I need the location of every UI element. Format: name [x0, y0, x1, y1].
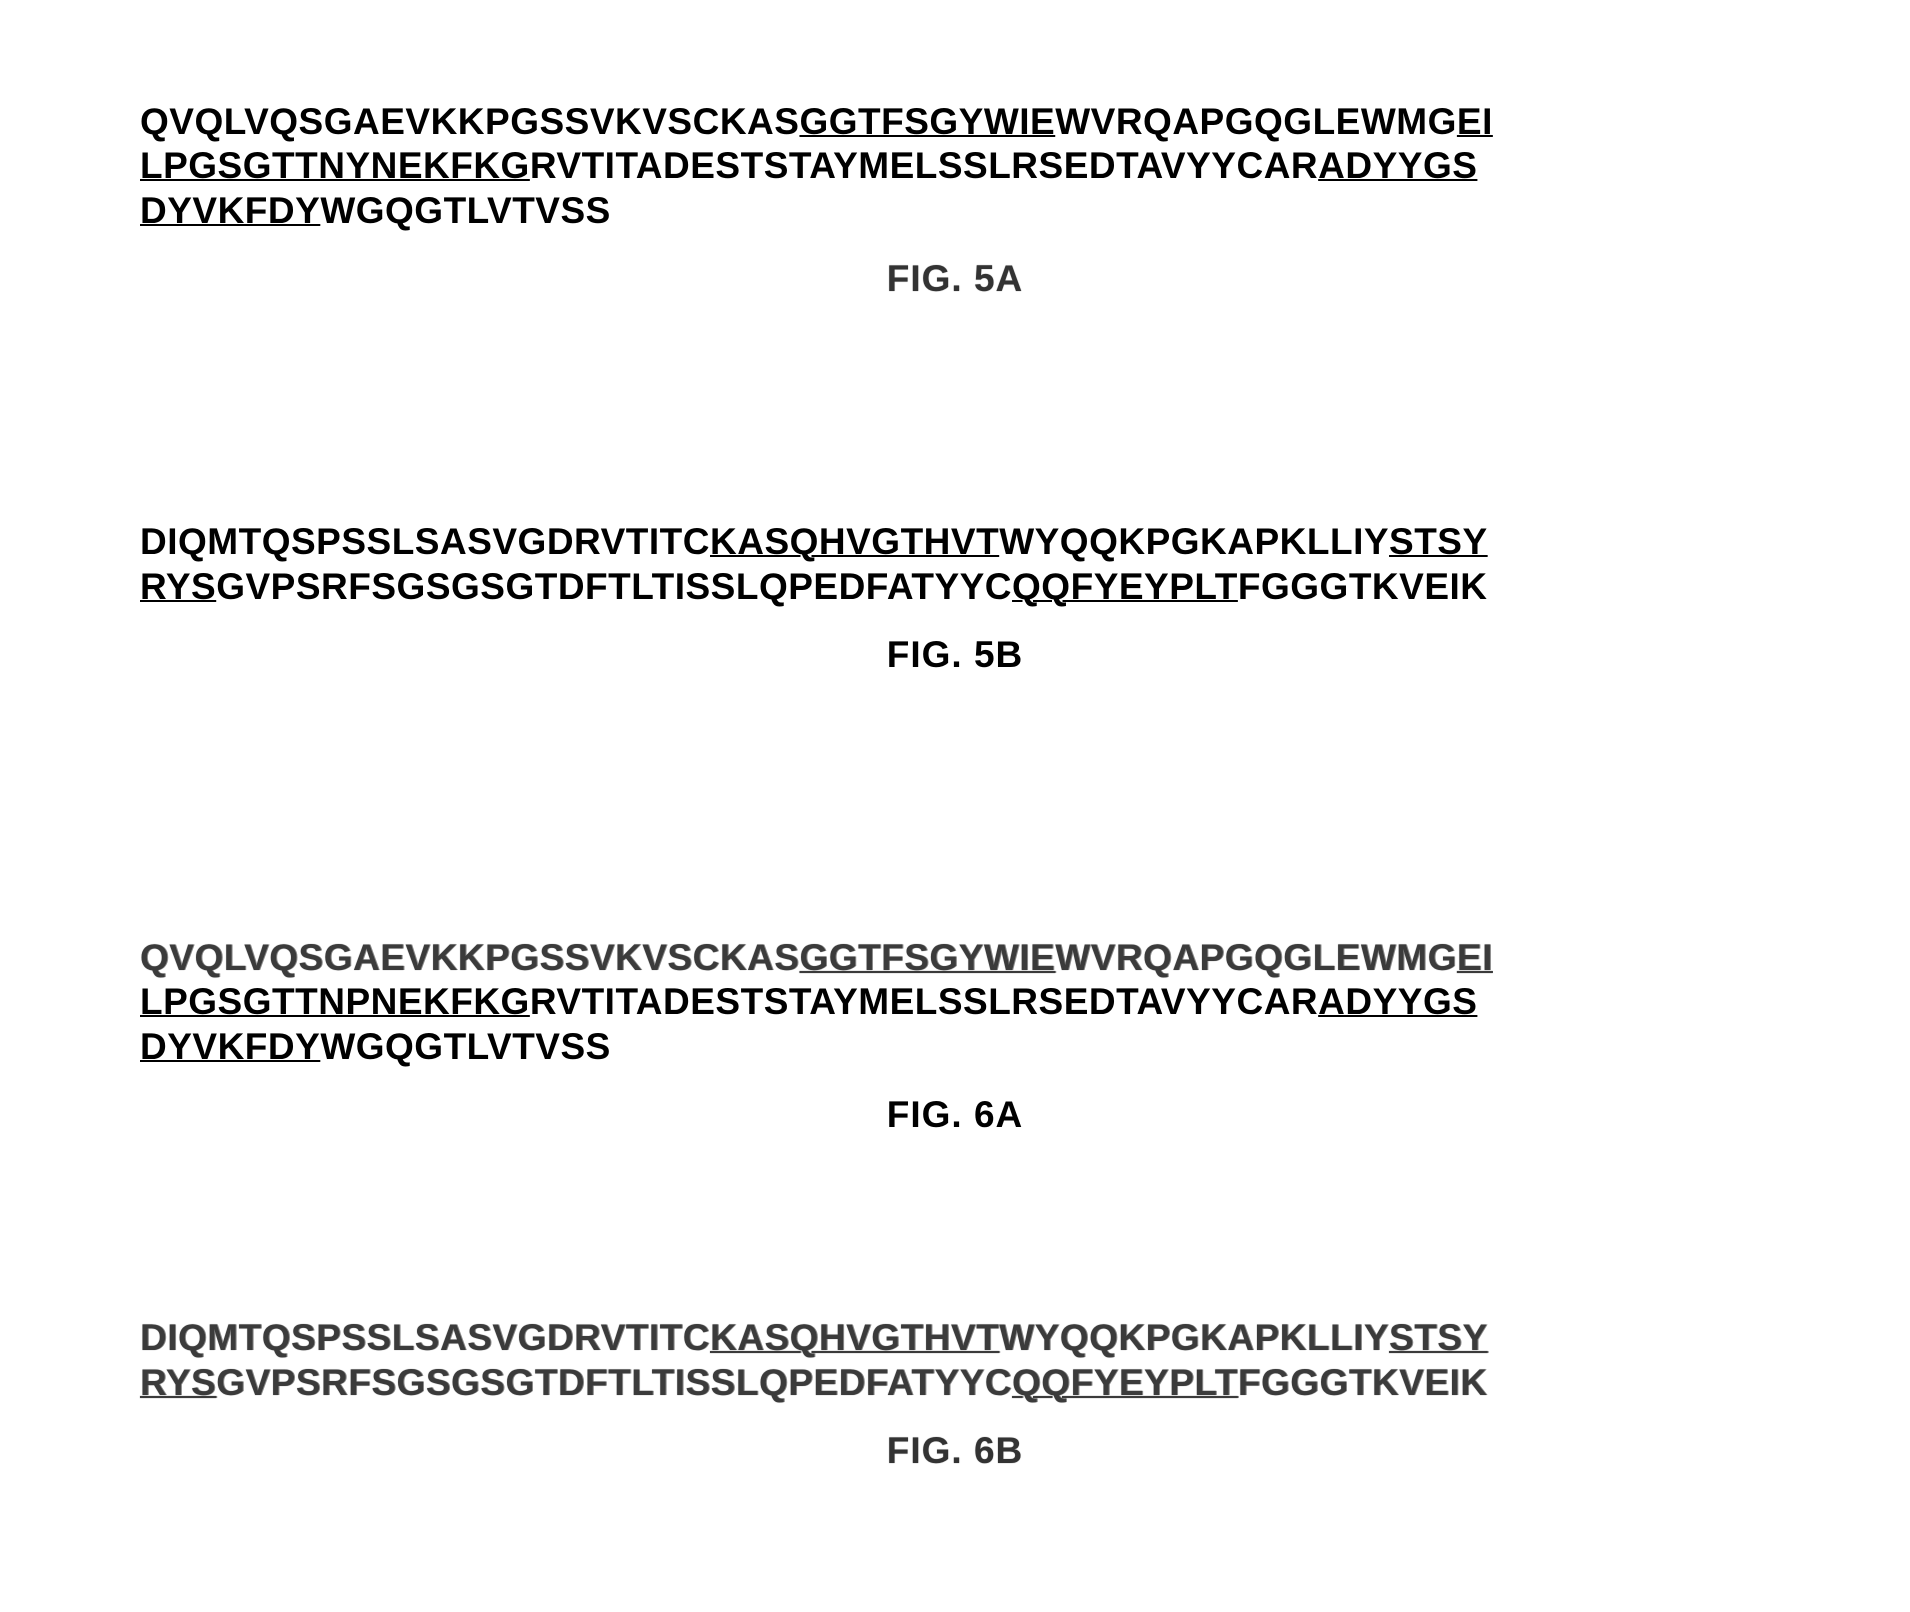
sequence-segment: STSY — [1389, 1317, 1488, 1358]
sequence-segment: EI — [1457, 937, 1493, 978]
figure-5b-block: DIQMTQSPSSLSASVGDRVTITCKASQHVGTHVTWYQQKP… — [140, 520, 1770, 676]
sequence-segment: GVPSRFSGSGSGTDFTLTISSLQPEDFATYYC — [216, 1362, 1012, 1403]
sequence-segment: FGGGTKVEIK — [1238, 1362, 1488, 1403]
sequence-segment: WVRQAPGQGLEWMG — [1055, 937, 1457, 978]
spacer — [140, 756, 1770, 936]
fig6b-line2: RYSGVPSRFSGSGSGTDFTLTISSLQPEDFATYYCQQFYE… — [140, 1361, 1770, 1405]
sequence-segment: WVRQAPGQGLEWMG — [1055, 101, 1457, 142]
sequence-segment: ADYYGS — [1318, 145, 1477, 186]
sequence-segment: DIQMTQSPSSLSASVGDRVTITC — [140, 521, 710, 562]
fig5b-line2: RYSGVPSRFSGSGSGTDFTLTISSLQPEDFATYYCQQFYE… — [140, 565, 1770, 609]
sequence-segment: DYVKFDY — [140, 1026, 320, 1067]
sequence-segment: WYQQKPGKAPKLLIY — [999, 1317, 1389, 1358]
fig5a-caption: FIG. 5A — [140, 258, 1770, 300]
sequence-segment: WYQQKPGKAPKLLIY — [999, 521, 1389, 562]
sequence-segment: RVTITADESTSTAYMELSSLRSEDTAVYYCAR — [530, 981, 1318, 1022]
fig6a-line2: LPGSGTTNPNEKFKGRVTITADESTSTAYMELSSLRSEDT… — [140, 980, 1770, 1024]
sequence-segment: FGGGTKVEIK — [1238, 566, 1488, 607]
fig6b-line1: DIQMTQSPSSLSASVGDRVTITCKASQHVGTHVTWYQQKP… — [140, 1316, 1770, 1360]
sequence-segment: DIQMTQSPSSLSASVGDRVTITC — [140, 1317, 710, 1358]
sequence-segment: GGTFSGYWIE — [799, 937, 1055, 978]
fig5a-line1: QVQLVQSGAEVKKPGSSVKVSCKASGGTFSGYWIEWVRQA… — [140, 100, 1770, 144]
sequence-segment: DYVKFDY — [140, 190, 320, 231]
sequence-segment: GVPSRFSGSGSGTDFTLTISSLQPEDFATYYC — [216, 566, 1012, 607]
figure-6a-block: QVQLVQSGAEVKKPGSSVKVSCKASGGTFSGYWIEWVRQA… — [140, 936, 1770, 1136]
sequence-segment: WGQGTLVTVSS — [320, 190, 611, 231]
fig5a-line2: LPGSGTTNYNEKFKGRVTITADESTSTAYMELSSLRSEDT… — [140, 144, 1770, 188]
sequence-segment: LPGSGTTNPNEKFKG — [140, 981, 530, 1022]
sequence-segment: QQFYEYPLT — [1012, 566, 1238, 607]
sequence-segment: RVTITADESTSTAYMELSSLRSEDTAVYYCAR — [530, 145, 1318, 186]
fig5a-line3: DYVKFDYWGQGTLVTVSS — [140, 189, 1770, 233]
sequence-segment: LPGSGTTNYNEKFKG — [140, 145, 530, 186]
fig5b-caption: FIG. 5B — [140, 634, 1770, 676]
sequence-segment: GGTFSGYWIE — [799, 101, 1055, 142]
sequence-segment: QQFYEYPLT — [1012, 1362, 1238, 1403]
sequence-segment: STSY — [1389, 521, 1488, 562]
figure-5a-block: QVQLVQSGAEVKKPGSSVKVSCKASGGTFSGYWIEWVRQA… — [140, 100, 1770, 300]
fig6a-line3: DYVKFDYWGQGTLVTVSS — [140, 1025, 1770, 1069]
sequence-segment: WGQGTLVTVSS — [320, 1026, 611, 1067]
sequence-segment: EI — [1457, 101, 1493, 142]
sequence-segment: QVQLVQSGAEVKKPGSSVKVSCKAS — [140, 101, 799, 142]
figure-6b-block: DIQMTQSPSSLSASVGDRVTITCKASQHVGTHVTWYQQKP… — [140, 1316, 1770, 1472]
spacer — [140, 1176, 1770, 1316]
sequence-segment: RYS — [140, 1362, 216, 1403]
page-container: QVQLVQSGAEVKKPGSSVKVSCKASGGTFSGYWIEWVRQA… — [0, 0, 1910, 1612]
fig6b-caption: FIG. 6B — [140, 1430, 1770, 1472]
sequence-segment: ADYYGS — [1318, 981, 1477, 1022]
sequence-segment: QVQLVQSGAEVKKPGSSVKVSCKAS — [140, 937, 799, 978]
fig5b-line1: DIQMTQSPSSLSASVGDRVTITCKASQHVGTHVTWYQQKP… — [140, 520, 1770, 564]
spacer — [140, 380, 1770, 520]
fig6a-line1: QVQLVQSGAEVKKPGSSVKVSCKASGGTFSGYWIEWVRQA… — [140, 936, 1770, 980]
sequence-segment: KASQHVGTHVT — [710, 521, 999, 562]
sequence-segment: KASQHVGTHVT — [710, 1317, 999, 1358]
sequence-segment: RYS — [140, 566, 216, 607]
fig6a-caption: FIG. 6A — [140, 1094, 1770, 1136]
